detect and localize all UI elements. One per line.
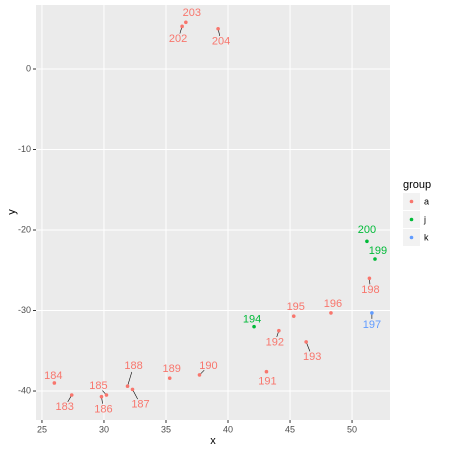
legend-marker [409, 199, 414, 204]
point-label: 191 [258, 376, 276, 388]
legend-marker [409, 235, 414, 240]
legend-title: group [403, 179, 431, 191]
y-axis-title: y [6, 209, 18, 215]
point [370, 311, 374, 315]
legend-marker [409, 217, 414, 222]
point-label: 184 [44, 370, 62, 382]
point-label: 196 [324, 298, 342, 310]
point [99, 394, 104, 399]
point-label: 202 [169, 33, 187, 45]
y-tick-label: -10 [18, 144, 31, 154]
point-label: 188 [124, 360, 142, 372]
y-tick-label: 0 [26, 63, 31, 73]
x-tick-label: 40 [223, 424, 233, 434]
point-label: 189 [163, 363, 181, 375]
point [304, 340, 308, 344]
point [365, 239, 369, 244]
panel [36, 5, 390, 420]
point-label: 193 [303, 351, 321, 363]
y-tick-label: -30 [18, 305, 31, 315]
point [125, 384, 130, 388]
y-tick-label: -20 [18, 224, 31, 234]
point-label: 198 [361, 284, 379, 296]
point [184, 20, 188, 25]
x-tick-label: 25 [37, 424, 47, 434]
x-axis-title: x [210, 435, 216, 447]
point [373, 257, 377, 261]
point [291, 314, 296, 318]
point-label: 183 [56, 401, 74, 413]
point-label: 195 [287, 301, 305, 313]
point-label: 199 [369, 245, 387, 257]
point [216, 26, 220, 31]
point [52, 381, 57, 385]
legend-label: k [424, 232, 429, 242]
point-label: 203 [183, 7, 201, 19]
point [329, 311, 333, 315]
point-label: 204 [212, 36, 230, 48]
x-tick-label: 30 [99, 424, 109, 434]
x-tick-label: 35 [161, 424, 171, 434]
point [104, 393, 109, 397]
point-label: 190 [199, 360, 217, 372]
label-segment [132, 389, 138, 400]
point-label: 192 [266, 337, 284, 349]
label-segment [127, 371, 133, 387]
point-label: 197 [363, 319, 381, 331]
point [367, 276, 372, 281]
legend-label: a [424, 196, 429, 206]
point-label: 194 [243, 314, 261, 326]
point [197, 373, 202, 377]
point [69, 393, 74, 397]
point-label: 187 [131, 398, 149, 410]
point [130, 387, 135, 392]
y-tick-label: -40 [18, 385, 31, 395]
x-tick-label: 50 [347, 424, 357, 434]
point-label: 185 [89, 380, 107, 392]
point [180, 24, 184, 29]
point-label: 200 [358, 224, 376, 236]
point [167, 376, 172, 380]
point [264, 369, 269, 374]
point [252, 324, 256, 329]
point-label: 186 [94, 404, 112, 416]
legend-label: j [423, 214, 426, 224]
x-tick-label: 45 [285, 424, 295, 434]
point [277, 328, 281, 333]
